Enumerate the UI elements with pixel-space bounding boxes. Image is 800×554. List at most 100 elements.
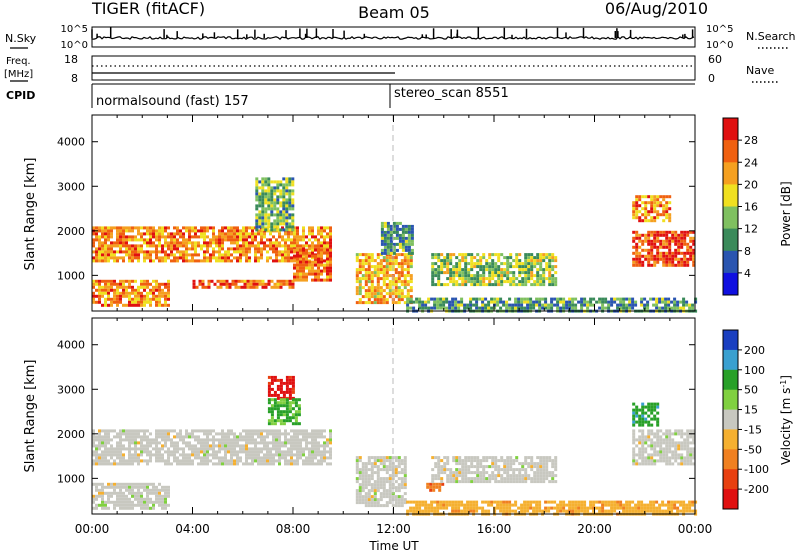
velocity-cell [370,495,374,499]
power-cell [473,280,477,284]
velocity-cell [485,477,489,481]
velocity-cell [273,404,277,408]
velocity-cell [385,501,389,505]
power-cell [494,274,498,278]
power-cell [632,207,636,211]
power-cell [92,285,95,289]
power-cell [431,265,435,269]
power-cell [245,226,248,230]
velocity-cell [215,456,218,460]
power-cell [662,198,666,202]
power-cell [110,247,113,251]
power-cell [161,291,164,295]
power-cell [323,269,326,273]
velocity-cell [209,438,212,442]
velocity-cell [661,503,665,507]
velocity-cell [146,488,149,492]
power-cell [221,238,224,242]
velocity-cell [506,462,510,466]
power-cell [291,207,295,211]
power-cell [437,265,441,269]
power-cell [392,248,396,252]
power-cell [406,280,410,284]
power-cell [267,279,271,283]
velocity-cell [379,462,383,466]
power-cell [380,233,384,237]
power-cell [674,248,678,252]
power-cell [388,292,392,296]
power-cell [481,306,485,310]
velocity-cell [323,429,326,433]
velocity-cell [294,401,298,405]
power-cell [574,303,578,307]
power-cell [394,289,398,293]
power-cell [293,232,296,236]
velocity-cell [463,506,467,510]
velocity-cell [476,480,480,484]
power-cell [234,282,238,286]
power-cell [149,288,152,292]
power-cell [131,250,134,254]
power-cell [299,254,302,258]
velocity-cell [158,497,161,501]
power-cell [644,216,648,220]
velocity-cell [267,387,271,391]
power-cell [461,256,465,260]
power-cell [119,294,122,298]
velocity-cell [104,462,107,466]
power-cell [440,271,444,275]
power-cell [152,235,155,239]
power-cell [382,265,386,269]
velocity-cell [662,432,666,436]
velocity-cell [515,480,519,484]
velocity-cell [437,459,441,463]
power-cell [212,247,215,251]
velocity-cell [454,506,458,510]
velocity-cell [233,435,236,439]
power-cell [273,204,277,208]
velocity-cell [227,441,230,445]
velocity-cell [539,477,543,481]
power-cell [134,247,137,251]
power-cell [554,277,558,281]
velocity-cell [270,398,274,402]
velocity-cell [512,459,516,463]
velocity-cell [182,453,185,457]
velocity-cell [230,429,233,433]
power-cell [668,213,672,217]
power-cell [659,242,663,246]
velocity-cell [242,435,245,439]
velocity-cell [625,503,629,507]
velocity-cell [464,468,468,472]
power-cell [239,244,242,248]
power-cell [329,257,332,261]
power-cell [278,253,281,257]
power-cell [285,177,289,181]
velocity-cell [224,459,227,463]
power-cell [146,279,149,283]
velocity-cell [358,489,362,493]
velocity-cell [134,447,137,451]
velocity-cell [267,410,271,414]
power-cell [445,306,449,310]
power-cell [149,291,152,295]
velocity-cell [161,494,164,498]
power-cell [329,254,332,258]
power-cell [110,244,113,248]
power-cell [427,297,431,301]
velocity-cell [92,441,95,445]
velocity-cell [464,477,468,481]
power-cell [476,265,480,269]
velocity-cell [452,474,456,478]
power-cell [302,253,305,257]
power-cell [107,297,110,301]
velocity-cell [152,500,155,504]
velocity-cell [288,393,292,397]
velocity-cell [191,459,194,463]
power-cell [128,226,131,230]
velocity-cell [418,506,422,510]
velocity-cell [291,398,295,402]
power-cell [367,265,371,269]
velocity-cell [143,435,146,439]
velocity-cell [625,509,629,513]
